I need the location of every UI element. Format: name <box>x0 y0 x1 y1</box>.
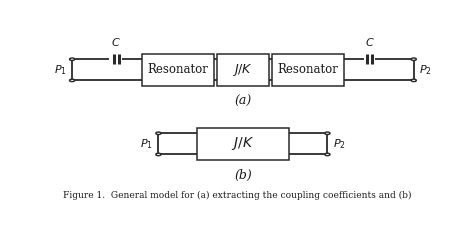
Circle shape <box>325 153 330 156</box>
Bar <box>142 54 213 86</box>
Text: (b): (b) <box>234 169 252 182</box>
Text: Figure 1.  General model for (a) extracting the coupling coefficients and (b): Figure 1. General model for (a) extracti… <box>63 191 411 200</box>
Text: $P_1$: $P_1$ <box>140 137 153 151</box>
Text: Resonator: Resonator <box>147 63 208 76</box>
Circle shape <box>411 58 416 60</box>
Text: $C$: $C$ <box>365 36 374 48</box>
Circle shape <box>411 79 416 82</box>
Bar <box>272 54 344 86</box>
Text: $C$: $C$ <box>111 36 121 48</box>
Circle shape <box>70 58 75 60</box>
Bar <box>217 54 269 86</box>
Circle shape <box>156 153 161 156</box>
Circle shape <box>325 132 330 134</box>
Circle shape <box>70 79 75 82</box>
Text: (a): (a) <box>234 95 252 108</box>
Text: $J/K$: $J/K$ <box>231 135 255 152</box>
Text: Resonator: Resonator <box>278 63 338 76</box>
Text: $J/K$: $J/K$ <box>232 62 254 78</box>
Bar <box>197 128 289 160</box>
Text: $P_2$: $P_2$ <box>333 137 346 151</box>
Circle shape <box>156 132 161 134</box>
Text: $P_1$: $P_1$ <box>54 63 66 77</box>
Text: $P_2$: $P_2$ <box>419 63 432 77</box>
